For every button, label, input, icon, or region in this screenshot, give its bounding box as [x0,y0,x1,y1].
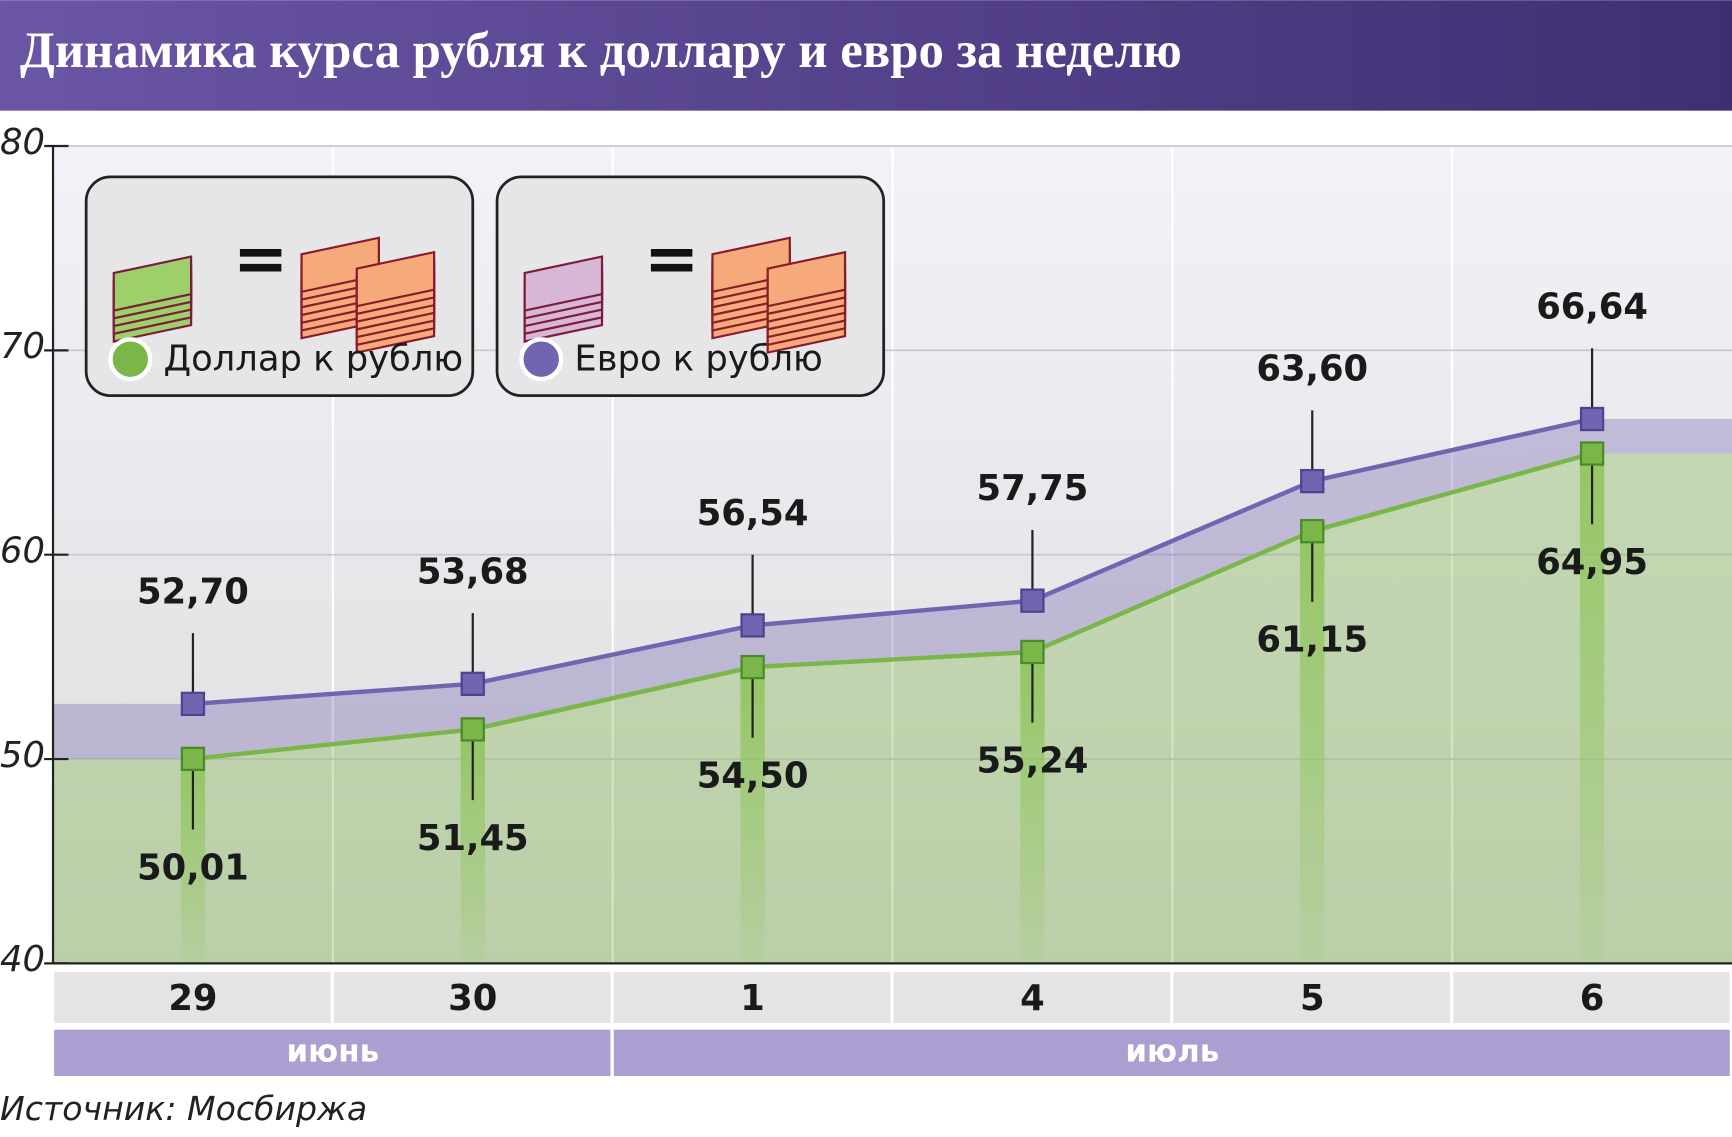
equals-sign: = [644,219,700,297]
x-tick-label: 29 [168,978,217,1019]
value-label: 57,75 [977,468,1089,509]
money-icon [766,250,847,308]
legend-swatch [519,337,564,382]
month-label: июль [1125,1033,1219,1069]
highlight-bar [1300,531,1325,964]
data-point [1300,468,1325,494]
legend-swatch [108,337,153,382]
data-point [180,746,206,771]
category-cell [893,972,1171,1024]
value-label: 50,01 [137,847,249,888]
data-point [740,613,765,638]
month-label: июнь [287,1033,380,1069]
data-point [1579,406,1605,432]
x-tick-label: 1 [740,978,765,1019]
value-label: 64,95 [1536,542,1648,583]
x-tick-label: 6 [1580,978,1605,1019]
data-point [180,691,206,717]
money-icon [523,255,604,312]
chart-title: Динамика курса рубля к доллару и евро за… [20,22,1182,78]
value-label: 51,45 [417,818,529,859]
y-tick-label: 50 [0,735,45,776]
category-cell [613,972,891,1024]
data-point [1300,519,1325,544]
data-point [1020,588,1045,613]
y-tick-label: 80 [0,122,45,163]
title-bar [0,0,1732,111]
x-tick-label: 30 [448,978,497,1019]
purple-band [53,419,1732,759]
value-label: 61,15 [1256,620,1368,661]
legend-label: Евро к рублю [574,338,822,379]
data-point [460,671,485,696]
money-icon [355,250,436,308]
month-cell [54,1029,611,1077]
value-label: 56,54 [697,493,809,534]
value-label: 55,24 [977,740,1089,781]
value-label: 53,68 [417,551,529,592]
value-label: 54,50 [697,756,809,797]
category-cell [333,972,611,1024]
x-tick-label: 5 [1300,978,1325,1019]
value-label: 52,70 [137,571,249,612]
category-cell [54,972,331,1024]
money-icon [112,255,193,312]
equals-sign: = [233,219,289,297]
series-line [192,416,1593,707]
x-tick-label: 4 [1020,978,1045,1019]
highlight-bar [1579,453,1605,964]
data-point [740,654,765,680]
data-point [460,717,485,742]
data-point [1020,639,1045,665]
category-cell [1173,972,1450,1024]
value-label: 63,60 [1256,349,1368,390]
series-line [192,451,1593,762]
y-tick-label: 70 [0,326,45,367]
y-tick-label: 60 [0,530,45,571]
legend-label: Доллар к рублю [163,338,463,379]
y-tick-label: 40 [0,939,45,980]
category-cell [1453,972,1730,1024]
value-label: 66,64 [1536,287,1648,328]
data-point [1579,441,1605,466]
source: Источник: Мосбиржа [0,1089,367,1128]
month-cell [613,1029,1730,1077]
